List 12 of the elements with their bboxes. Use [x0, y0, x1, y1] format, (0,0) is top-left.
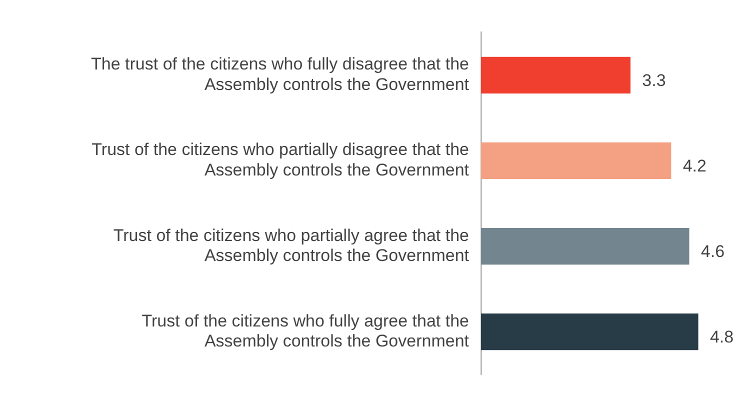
bar: [481, 228, 690, 265]
data-label: 3.3: [642, 70, 666, 90]
bar: [481, 56, 630, 94]
bar: [481, 142, 672, 180]
y-tick-label: Trust of the citizens who fully agree that the Assembly controls the Government: [142, 311, 470, 351]
data-label: 4.2: [682, 156, 706, 176]
data-label: 4.8: [710, 328, 734, 347]
y-tick-label: The trust of the citizens who fully disagree that the Assembly controls the Government: [91, 54, 470, 94]
y-tick-label: Trust of the citizens who partially agree that the Assembly controls the Government: [113, 226, 470, 266]
data-label: 4.6: [700, 242, 725, 261]
bar: [481, 313, 698, 350]
y-tick-label: Trust of the citizens who partially disagree that the Assembly controls the Government: [92, 140, 470, 180]
